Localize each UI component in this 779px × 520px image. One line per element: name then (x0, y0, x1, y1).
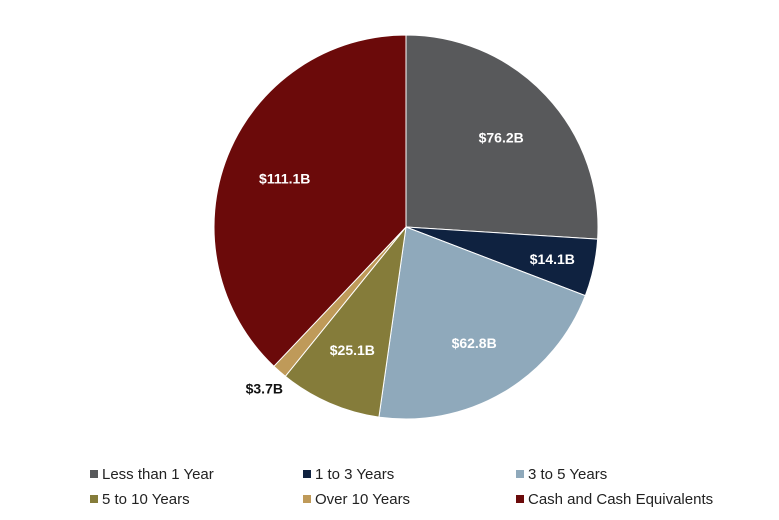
pie-slice-less-than-1-year (405, 34, 599, 240)
legend-label: 1 to 3 Years (315, 465, 395, 483)
pie-slice-3-to-5-years (378, 226, 586, 420)
legend-label: 3 to 5 Years (528, 465, 608, 483)
data-label: $111.1B (259, 171, 310, 187)
legend-swatch (303, 470, 311, 478)
data-label: $25.1B (330, 342, 375, 358)
legend-swatch (516, 495, 524, 503)
legend-swatch (90, 470, 98, 478)
legend-item: Cash and Cash Equivalents (516, 489, 750, 509)
data-label: $62.8B (452, 335, 497, 351)
legend-item: 3 to 5 Years (516, 464, 750, 484)
data-label: $3.7B (246, 381, 283, 397)
pie-slice-5-to-10-years (284, 225, 407, 418)
legend-item: 5 to 10 Years (90, 489, 303, 509)
pie-chart: $76.2B $14.1B $62.8B $25.1B $3.7B $111.1B (213, 34, 599, 420)
legend-item: 1 to 3 Years (303, 464, 516, 484)
legend-label: 5 to 10 Years (102, 490, 190, 508)
legend-item: Over 10 Years (303, 489, 516, 509)
legend-label: Cash and Cash Equivalents (528, 490, 714, 508)
legend-swatch (303, 495, 311, 503)
chart-legend: Less than 1 Year 1 to 3 Years 3 to 5 Years… (90, 464, 750, 509)
legend-label: Less than 1 Year (102, 465, 214, 483)
data-label: $76.2B (479, 130, 524, 146)
legend-item: Less than 1 Year (90, 464, 303, 484)
pie-slice-cash-and-cash-equivalents (213, 34, 407, 367)
data-label: $14.1B (530, 251, 575, 267)
legend-swatch (90, 495, 98, 503)
legend-label: Over 10 Years (315, 490, 411, 508)
legend-swatch (516, 470, 524, 478)
